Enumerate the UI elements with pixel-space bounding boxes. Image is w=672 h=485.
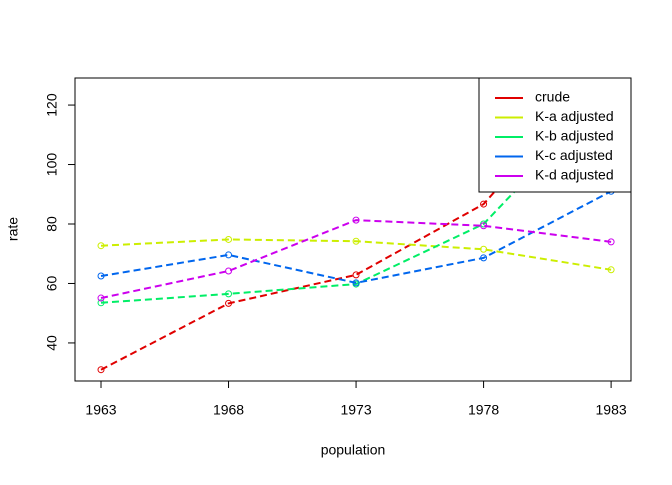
y-tick-label: 40	[44, 335, 60, 351]
legend-label: K-c adjusted	[535, 147, 613, 163]
data-point	[480, 254, 488, 262]
data-point	[225, 290, 233, 298]
data-point	[97, 366, 105, 374]
data-point	[352, 237, 360, 245]
x-tick-label: 1978	[468, 402, 499, 418]
data-point	[97, 299, 105, 307]
data-point	[352, 271, 360, 279]
legend-label: K-b adjusted	[535, 128, 614, 144]
x-tick-label: 1973	[340, 402, 371, 418]
data-point	[225, 235, 233, 243]
data-point	[480, 222, 488, 230]
y-tick-label: 100	[44, 153, 60, 177]
y-tick-label: 120	[44, 93, 60, 117]
data-point	[608, 57, 614, 63]
series-line	[100, 89, 612, 304]
data-point	[352, 279, 360, 287]
data-point	[607, 266, 615, 274]
data-point	[607, 238, 615, 246]
y-tick-label: 60	[44, 275, 60, 291]
series-line	[100, 219, 612, 300]
data-point	[225, 267, 233, 275]
legend-label: K-a adjusted	[535, 108, 614, 124]
data-point	[97, 242, 105, 250]
data-point	[97, 294, 105, 302]
data-point	[225, 251, 233, 259]
y-axis-label: rate	[5, 217, 21, 241]
series-line	[100, 238, 612, 271]
legend-label: crude	[535, 89, 570, 105]
series-line	[100, 190, 612, 284]
legend-label: K-d adjusted	[535, 167, 614, 183]
x-axis-label: population	[321, 442, 386, 458]
x-tick-label: 1983	[596, 402, 627, 418]
data-point	[480, 245, 488, 253]
plot-frame	[74, 77, 632, 382]
data-point	[352, 216, 360, 224]
x-tick-label: 1968	[213, 402, 244, 418]
x-tick-label: 1963	[85, 402, 116, 418]
data-point	[97, 272, 105, 280]
y-tick-label: 80	[44, 216, 60, 232]
data-point	[225, 299, 233, 307]
data-point	[480, 200, 488, 208]
